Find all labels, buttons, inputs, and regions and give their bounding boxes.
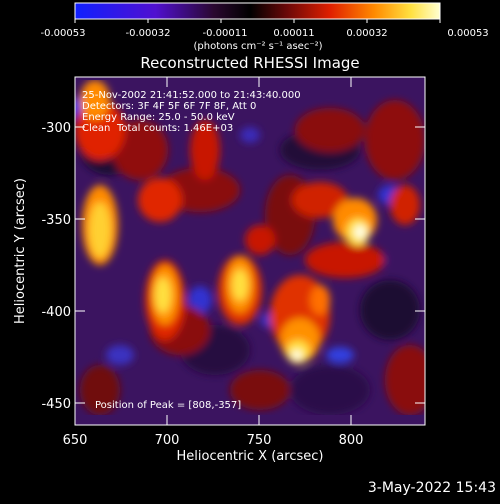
colorbar-units: (photons cm⁻² s⁻¹ asec⁻²): [193, 41, 322, 52]
plot-frame: [74, 76, 426, 426]
colorbar-tick-label: 0.00032: [346, 28, 387, 39]
total-counts-annotation: Total counts: 1.46E+03: [116, 123, 233, 134]
x-axis-ticks: [74, 77, 352, 425]
colorbar-tick-label: -0.00032: [126, 28, 171, 39]
colorbar-tick-label: 0.00053: [447, 28, 488, 39]
energy-range-annotation: Energy Range: 25.0 - 50.0 keV: [82, 112, 235, 123]
x-tick-label: 800: [339, 433, 364, 448]
x-tick-label: 700: [155, 433, 180, 448]
colorbar-tick-label: 0.00011: [273, 28, 314, 39]
y-tick-label: -400: [41, 305, 71, 320]
y-tick-label: -450: [41, 397, 71, 412]
colorbar-tick-label: -0.00053: [41, 28, 86, 39]
colorbar-ticks: [74, 19, 441, 23]
y-axis-ticks: [75, 126, 425, 404]
y-tick-label: -350: [41, 213, 71, 228]
x-tick-label: 750: [247, 433, 272, 448]
rhessi-image: [75, 77, 425, 425]
peak-position-annotation: Position of Peak = [808,-357]: [95, 400, 241, 411]
x-tick-label: 650: [63, 433, 88, 448]
colorbar: [74, 2, 441, 20]
y-axis-label: Heliocentric Y (arcsec): [13, 178, 28, 324]
emission-map: [75, 80, 425, 415]
plot-title: Reconstructed RHESSI Image: [140, 54, 359, 72]
y-tick-label: -300: [41, 121, 71, 136]
algorithm-annotation: Clean: [82, 123, 110, 134]
x-axis-label: Heliocentric X (arcsec): [177, 449, 324, 464]
detectors-annotation: Detectors: 3F 4F 5F 6F 7F 8F, Att 0: [82, 101, 256, 112]
plot-timestamp: 3-May-2022 15:43: [368, 480, 496, 496]
time-range-annotation: 25-Nov-2002 21:41:52.000 to 21:43:40.000: [82, 90, 301, 101]
colorbar-tick-label: -0.00011: [203, 28, 248, 39]
